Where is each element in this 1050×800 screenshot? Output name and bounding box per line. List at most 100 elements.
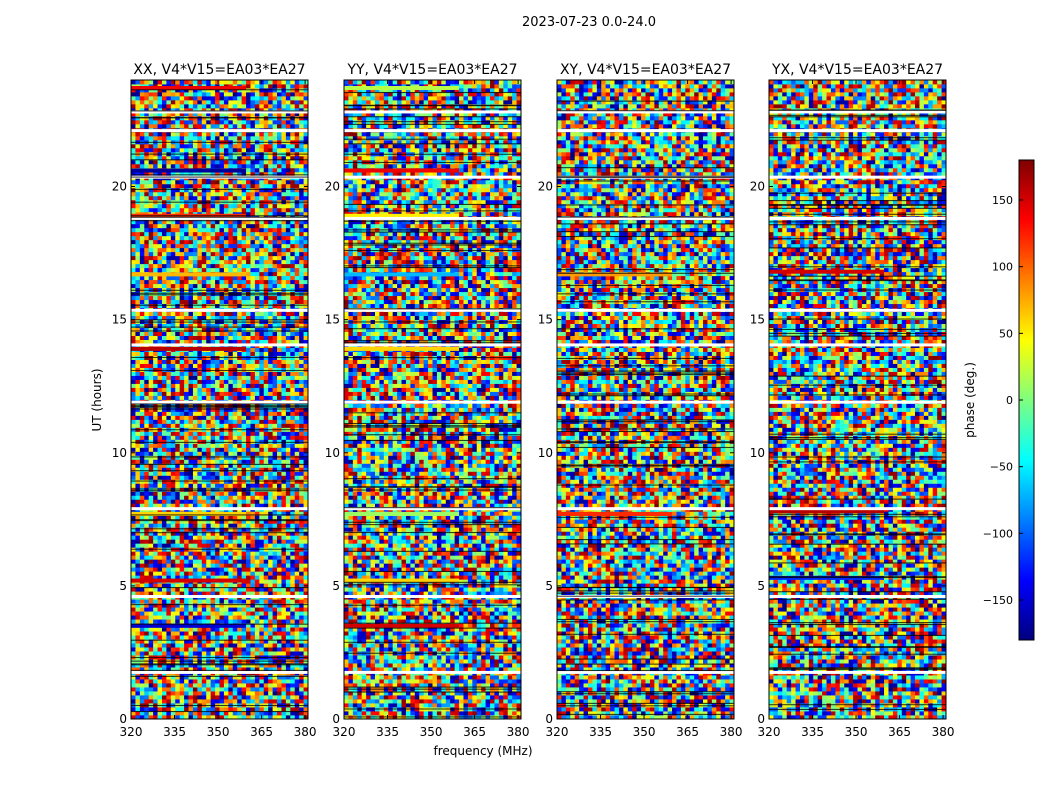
y-tick-label: 20 [325, 180, 340, 194]
coherent-band [131, 168, 247, 173]
flagged-row [344, 216, 521, 220]
coherent-band [769, 269, 885, 274]
flagged-row [344, 507, 521, 511]
flagged-row [769, 175, 946, 179]
phase-field [131, 80, 308, 719]
panel-frame [556, 79, 735, 720]
y-tick-label: 0 [119, 712, 127, 726]
colorbar-tick-label: −50 [990, 461, 1013, 474]
flagged-row [557, 343, 734, 347]
x-tick-label: 350 [633, 725, 656, 739]
x-tick-label: 320 [758, 725, 781, 739]
colorbar: 150 100 50 0 −50 −100 −150 [983, 159, 1035, 641]
flagged-row [344, 129, 521, 133]
y-tick-label: 15 [750, 313, 765, 327]
coherent-band [344, 85, 460, 90]
flagged-row [131, 670, 308, 674]
flagged-row [769, 110, 946, 114]
y-tick-label: 15 [538, 313, 553, 327]
flagged-row [131, 400, 308, 404]
flagged-row [557, 216, 734, 220]
coherent-band [344, 168, 460, 173]
x-tick-label: 380 [507, 725, 530, 739]
flagged-row [344, 343, 521, 347]
coherent-band [557, 272, 673, 277]
x-tick-label: 350 [207, 725, 230, 739]
y-tick-label: 20 [538, 180, 553, 194]
x-axis-label: frequency (MHz) [433, 744, 532, 758]
y-tick-label: 5 [757, 579, 765, 593]
flagged-row [557, 129, 734, 133]
flagged-row [769, 595, 946, 599]
panel-1: XX, V4*V15=EA03*EA27 320 335 350 365 380 0 5 10 1… [112, 62, 317, 739]
phase-field [557, 80, 734, 719]
y-tick-label: 5 [119, 579, 127, 593]
coherent-band [131, 85, 247, 90]
panel-frame [343, 79, 522, 720]
flagged-row [557, 110, 734, 114]
x-tick-label: 380 [932, 725, 955, 739]
y-tick-label: 5 [545, 579, 553, 593]
flagged-row [769, 670, 946, 674]
coherent-band [131, 272, 247, 277]
flagged-row [344, 595, 521, 599]
coherent-band [344, 623, 460, 628]
colorbar-tick-label: 50 [999, 327, 1013, 340]
x-tick-label: 335 [589, 725, 612, 739]
panel-title: XX, V4*V15=EA03*EA27 [133, 62, 305, 78]
coherent-band [344, 272, 460, 277]
y-tick-label: 15 [112, 313, 127, 327]
y-tick-label: 15 [325, 313, 340, 327]
panel-title: XY, V4*V15=EA03*EA27 [560, 62, 731, 78]
x-tick-label: 365 [676, 725, 699, 739]
flagged-row [131, 308, 308, 312]
coherent-band [131, 346, 247, 351]
y-tick-label: 10 [538, 446, 553, 460]
flagged-row [131, 507, 308, 511]
flagged-row [344, 175, 521, 179]
y-tick-label: 5 [332, 579, 340, 593]
colorbar-tick-label: 0 [1006, 394, 1013, 407]
phase-field [769, 80, 946, 719]
flagged-row [131, 129, 308, 133]
panel-title: YX, V4*V15=EA03*EA27 [771, 62, 943, 78]
panel-title: YY, V4*V15=EA03*EA27 [346, 62, 517, 78]
y-tick-label: 0 [545, 712, 553, 726]
panel-3: XY, V4*V15=EA03*EA27 320 335 350 365 380 0 5 10 1… [538, 62, 743, 739]
coherent-band [557, 511, 673, 516]
coherent-band [344, 346, 460, 351]
x-tick-label: 350 [845, 725, 868, 739]
y-tick-label: 10 [112, 446, 127, 460]
flagged-row [131, 216, 308, 220]
flagged-row [769, 400, 946, 404]
flagged-row [344, 670, 521, 674]
y-tick-label: 20 [750, 180, 765, 194]
x-tick-label: 365 [463, 725, 486, 739]
flagged-row [769, 129, 946, 133]
x-tick-label: 350 [420, 725, 443, 739]
panel-frame [768, 79, 947, 720]
flagged-row [769, 308, 946, 312]
phase-field [344, 80, 521, 719]
flagged-row [131, 595, 308, 599]
x-tick-label: 380 [720, 725, 743, 739]
flagged-row [131, 343, 308, 347]
flagged-row [769, 216, 946, 220]
panels: XX, V4*V15=EA03*EA27 320 335 350 365 380 0 5 10 1… [112, 62, 955, 739]
colorbar-label: phase (deg.) [963, 362, 977, 438]
panel-2: YY, V4*V15=EA03*EA27 320 335 350 365 380 0 5 10 1… [325, 62, 530, 739]
x-tick-label: 320 [333, 725, 356, 739]
x-tick-label: 320 [546, 725, 569, 739]
y-tick-label: 0 [757, 712, 765, 726]
colorbar-tick-label: 100 [992, 261, 1013, 274]
flagged-row [344, 400, 521, 404]
panel-frame [130, 79, 309, 720]
x-tick-label: 320 [120, 725, 143, 739]
flagged-row [344, 110, 521, 114]
coherent-band [131, 511, 247, 516]
coherent-band [131, 623, 247, 628]
colorbar-tick-label: −150 [983, 594, 1013, 607]
coherent-band [769, 509, 885, 514]
flagged-row [131, 110, 308, 114]
